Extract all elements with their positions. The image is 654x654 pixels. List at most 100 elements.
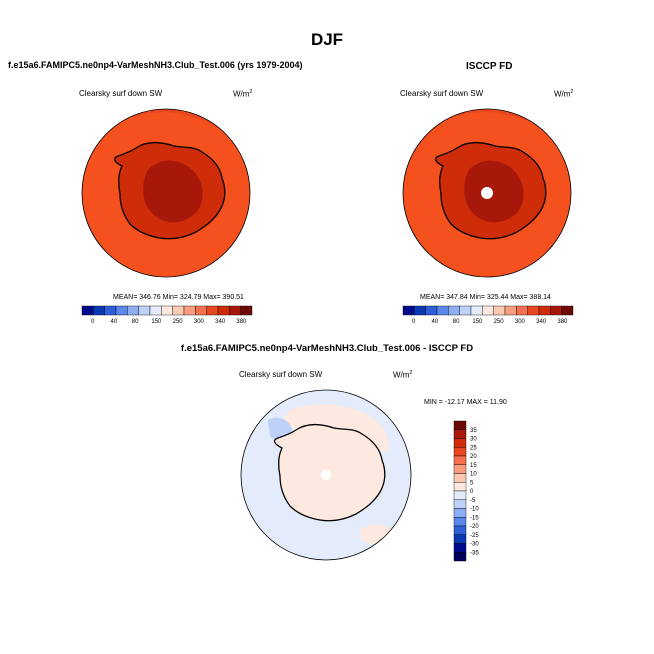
colorbar-tick-label: 80 (453, 319, 460, 325)
right-units-label: W/m2 (554, 89, 574, 99)
right-variable-label: Clearsky surf down SW (400, 89, 484, 98)
colorbar-swatch (470, 305, 483, 316)
colorbar-tick-label: 5 (470, 480, 474, 486)
colorbar-tick-label: -15 (470, 515, 479, 521)
diff-panel-header: f.e15a6.FAMIPC5.ne0np4-VarMeshNH3.Club_T… (180, 343, 474, 354)
colorbar-swatch (453, 420, 467, 430)
colorbar-swatch (127, 305, 139, 316)
colorbar-tick-label: -5 (470, 498, 476, 504)
colorbar-tick-label: 380 (557, 319, 568, 325)
diff-units-label: W/m2 (393, 370, 413, 380)
colorbar-tick-label: -20 (470, 524, 479, 530)
colorbar-tick-label: 0 (91, 319, 95, 325)
colorbar-swatch (115, 305, 128, 316)
right-stats-label: MEAN= 347.84 Min= 325.44 Max= 388.14 (420, 294, 551, 301)
diff-map (241, 390, 411, 560)
colorbar-swatch (453, 543, 467, 553)
colorbar-swatch (240, 305, 253, 316)
colorbar-tick-label: 15 (470, 463, 477, 469)
colorbar-tick-label: -25 (470, 533, 479, 539)
colorbar-swatch (459, 305, 472, 316)
right-map-border (402, 108, 572, 278)
colorbar-swatch (229, 305, 241, 316)
colorbar-swatch (453, 517, 467, 527)
left-map-border (81, 108, 251, 278)
colorbar-swatch (453, 482, 467, 492)
colorbar-swatch (195, 305, 207, 316)
colorbar-swatch (538, 305, 551, 316)
colorbar-swatch (172, 305, 185, 316)
colorbar-swatch (453, 464, 467, 474)
colorbar-swatch (217, 305, 230, 316)
colorbar-tick-label: 40 (111, 319, 118, 325)
colorbar-swatch (425, 305, 438, 316)
colorbar-swatch (149, 305, 162, 316)
colorbar-swatch (493, 305, 506, 316)
colorbar-swatch (453, 473, 467, 483)
colorbar-tick-label: 250 (494, 319, 505, 325)
colorbar-swatch (453, 455, 467, 465)
colorbar-swatch (561, 305, 574, 316)
colorbar-tick-label: 300 (515, 319, 526, 325)
colorbar-tick-label: 20 (470, 454, 477, 460)
right-panel-header: ISCCP FD (466, 61, 513, 72)
colorbar-tick-label: 10 (470, 472, 477, 478)
colorbar-swatch (453, 438, 467, 448)
colorbar-swatch (504, 305, 517, 316)
colorbar-swatch (402, 305, 415, 316)
colorbar-tick-label: 340 (215, 319, 226, 325)
colorbar-swatch (453, 508, 467, 518)
colorbar-swatch (453, 490, 467, 500)
colorbar-swatch (414, 305, 426, 316)
colorbar-tick-label: 0 (470, 489, 474, 495)
colorbar-swatch (453, 429, 467, 439)
colorbar-tick-label: 380 (236, 319, 247, 325)
colorbar-tick-label: 40 (432, 319, 439, 325)
colorbar-swatch (516, 305, 528, 316)
colorbar-swatch (482, 305, 494, 316)
colorbar-swatch (453, 534, 467, 544)
colorbar-swatch (453, 447, 467, 457)
colorbar-tick-label: 150 (472, 319, 483, 325)
colorbar-swatch (81, 305, 94, 316)
colorbar-swatch (206, 305, 219, 316)
left-units-label: W/m2 (233, 89, 253, 99)
colorbar-tick-label: -10 (470, 507, 479, 513)
colorbar-swatch (453, 552, 467, 562)
colorbar-swatch (104, 305, 117, 316)
colorbar-swatch (138, 305, 151, 316)
diff-variable-label: Clearsky surf down SW (239, 370, 323, 379)
colorbar-swatch (527, 305, 540, 316)
colorbar-tick-label: -30 (470, 542, 479, 548)
colorbar-swatch (93, 305, 105, 316)
left-stats-label: MEAN= 346.76 Min= 324.79 Max= 390.51 (113, 294, 244, 301)
left-map (82, 109, 250, 277)
left-panel-header: f.e15a6.FAMIPC5.ne0np4-VarMeshNH3.Club_T… (8, 60, 303, 70)
figure-title: DJF (310, 30, 344, 49)
right-colorbar: 0 40 80 150 250 300 340 380 (402, 305, 574, 325)
colorbar-tick-label: 35 (470, 428, 477, 434)
colorbar-tick-label: -35 (470, 550, 479, 556)
left-colorbar: 0 40 80 150 250 300 340 380 (81, 305, 253, 325)
colorbar-swatch (183, 305, 196, 316)
colorbar-tick-label: 0 (412, 319, 416, 325)
colorbar-swatch (436, 305, 449, 316)
colorbar-tick-label: 150 (151, 319, 162, 325)
diff-colorbar: 35 30 25 20 15 10 5 0 -5 -10 -15 -20 -25 -30 -35 (453, 420, 479, 562)
diff-stats-label: MIN = -12.17 MAX = 11.90 (424, 399, 507, 406)
colorbar-tick-label: 30 (470, 437, 477, 443)
colorbar-swatch (550, 305, 562, 316)
right-map (403, 109, 571, 277)
colorbar-swatch (161, 305, 173, 316)
colorbar-tick-label: 25 (470, 445, 477, 451)
colorbar-tick-label: 340 (536, 319, 547, 325)
diff-map-border (240, 389, 412, 561)
colorbar-swatch (453, 525, 467, 535)
colorbar-tick-label: 80 (132, 319, 139, 325)
colorbar-swatch (448, 305, 460, 316)
colorbar-tick-label: 300 (194, 319, 205, 325)
colorbar-tick-label: 250 (173, 319, 184, 325)
colorbar-swatch (453, 499, 467, 509)
left-variable-label: Clearsky surf down SW (79, 89, 163, 98)
